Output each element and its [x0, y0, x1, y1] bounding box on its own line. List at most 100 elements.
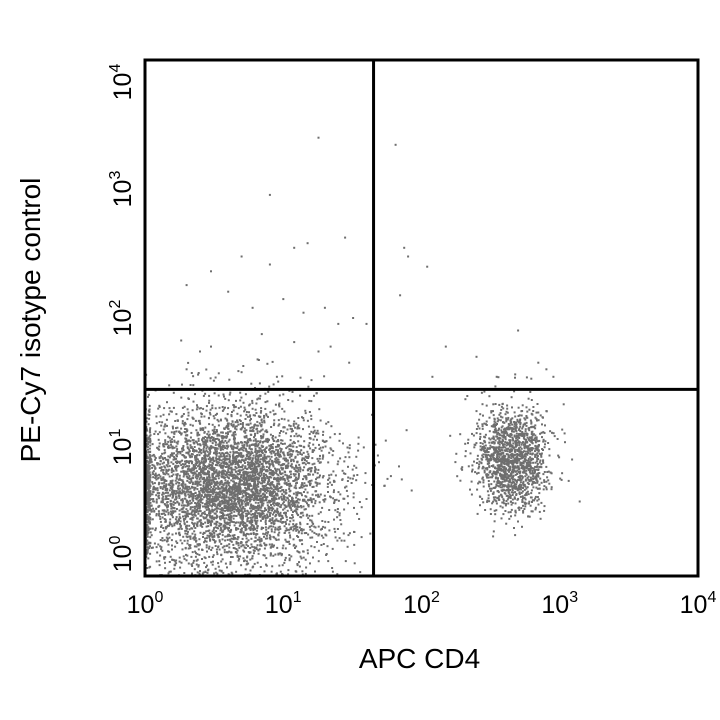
population-1-point: [179, 492, 182, 495]
population-1-point: [250, 509, 253, 512]
population-1-point: [190, 480, 193, 483]
population-1-point: [213, 539, 215, 542]
population-1-point: [185, 508, 188, 511]
population-1-point: [227, 509, 229, 512]
population-1-point: [272, 474, 275, 477]
population-1-point: [169, 410, 172, 413]
population-1-point: [258, 422, 261, 425]
population-1-point: [194, 472, 197, 475]
population-1-point: [265, 461, 267, 464]
population-1-point: [171, 493, 174, 495]
population-1-point: [183, 572, 186, 574]
population-1-point: [190, 453, 193, 455]
population-1-point: [202, 449, 205, 452]
population-1-point: [228, 546, 231, 549]
population-1-point: [196, 434, 199, 437]
population-1-point: [258, 446, 261, 449]
population-1-point: [241, 517, 244, 520]
population-1-point: [235, 442, 238, 445]
population-1-point: [288, 523, 291, 526]
population-1-point: [213, 467, 216, 470]
population-1-point: [268, 476, 271, 479]
population-1-point: [244, 533, 247, 536]
population-1-point: [187, 488, 190, 491]
population-1-point: [195, 559, 198, 562]
population-1-point: [262, 499, 265, 502]
population-1-point: [175, 508, 178, 510]
population-1-point: [285, 447, 288, 450]
population-1-point: [199, 474, 202, 476]
population-1-point: [265, 491, 268, 494]
population-1-point: [283, 459, 286, 462]
population-1-point: [181, 511, 184, 513]
population-1-point: [238, 546, 241, 549]
population-1-point: [171, 445, 174, 448]
population-1-point: [253, 505, 256, 508]
population-1-point: [228, 465, 231, 468]
population-1-point: [183, 557, 186, 560]
population-1-point: [239, 428, 242, 431]
population-1-point: [213, 534, 216, 537]
population-1-point: [221, 437, 224, 440]
population-1-point: [264, 401, 267, 404]
population-1-point: [297, 417, 300, 419]
population-1-point: [274, 436, 277, 439]
population-1-point: [353, 506, 355, 509]
population-1-point: [220, 431, 223, 434]
population-1-point: [196, 480, 199, 483]
population-1-point: [189, 460, 192, 463]
population-1-point: [203, 443, 206, 446]
population-1-point: [158, 564, 161, 567]
population-1-point: [288, 528, 290, 531]
population-1-point: [322, 446, 324, 449]
population-1-point: [188, 462, 191, 465]
population-1-point: [191, 532, 194, 535]
population-1-point: [276, 443, 279, 446]
population-1-point: [256, 489, 259, 491]
population-1-point: [217, 474, 220, 477]
population-1-point: [186, 488, 189, 491]
population-1-point: [157, 483, 160, 486]
population-1-point: [163, 425, 166, 428]
population-1-point: [245, 560, 248, 563]
population-1-point: [158, 431, 161, 434]
population-1-point: [226, 566, 228, 569]
population-1-point: [232, 517, 235, 520]
population-1-point: [218, 522, 221, 525]
population-1-point: [253, 474, 256, 477]
population-1-point: [187, 490, 190, 493]
population-1-point: [252, 427, 255, 430]
population-1-point: [192, 468, 195, 471]
population-1-point: [316, 438, 318, 441]
population-1-point: [170, 523, 173, 526]
population-1-point: [171, 491, 173, 494]
population-1-point: [289, 473, 292, 476]
population-1-point: [276, 479, 279, 482]
population-1-point: [255, 546, 258, 549]
population-1-point: [332, 491, 335, 494]
population-1-point: [179, 523, 181, 525]
population-1-point: [303, 482, 306, 485]
population-1-point: [241, 422, 244, 424]
population-1-point: [165, 472, 168, 475]
population-1-point: [260, 537, 263, 540]
population-1-point: [208, 436, 211, 439]
population-1-point: [296, 492, 299, 495]
population-1-point: [298, 526, 301, 529]
population-1-point: [182, 518, 185, 521]
population-1-point: [223, 514, 226, 517]
population-1-point: [165, 536, 168, 539]
population-1-point: [197, 372, 200, 374]
population-1-point: [292, 492, 295, 495]
population-1-point: [171, 488, 173, 491]
population-1-point: [220, 542, 223, 545]
population-1-point: [235, 515, 238, 517]
population-1-point: [254, 445, 257, 448]
population-1-point: [161, 539, 164, 542]
population-1-point: [276, 511, 279, 514]
population-1-point: [203, 532, 206, 534]
population-1-point: [277, 534, 280, 537]
population-1-point: [163, 556, 166, 559]
population-1-point: [194, 393, 196, 396]
population-1-point: [165, 464, 168, 467]
